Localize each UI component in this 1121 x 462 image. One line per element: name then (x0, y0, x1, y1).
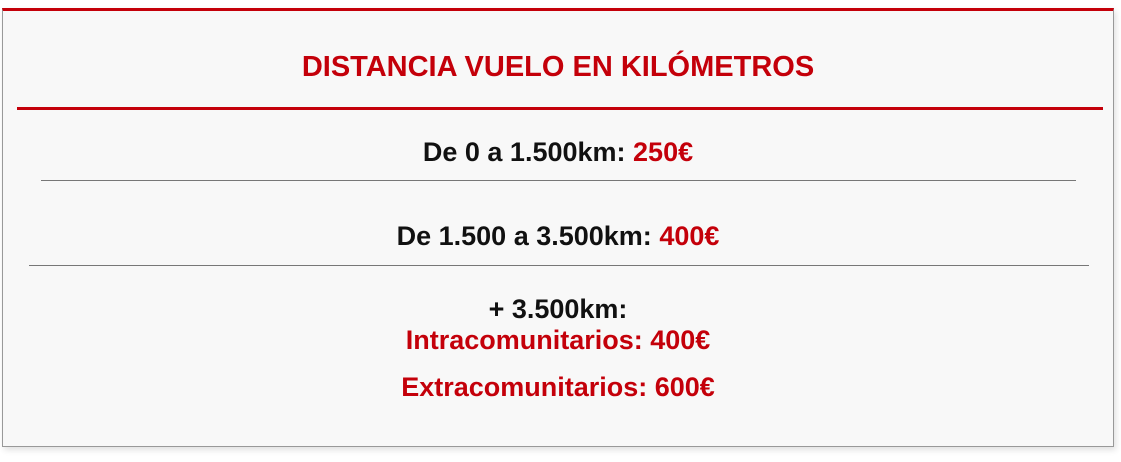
title-divider (17, 107, 1103, 110)
distance-label: De 0 a 1.500km: (422, 137, 626, 167)
long-haul-intra: Intracomunitarios: 400€ (405, 325, 711, 355)
row-divider (29, 265, 1089, 266)
distance-price: 250€ (633, 137, 694, 167)
table-title: DISTANCIA VUELO EN KILÓMETROS (301, 51, 815, 83)
distance-label: De 1.500 a 3.500km: (396, 221, 652, 251)
distance-row-medium: De 1.500 a 3.500km: 400€ (3, 221, 1113, 252)
row-divider (41, 180, 1076, 181)
compensation-table: DISTANCIA VUELO EN KILÓMETROS De 0 a 1.5… (2, 8, 1114, 447)
long-haul-label: + 3.500km: (488, 294, 628, 324)
distance-price: 400€ (659, 221, 720, 251)
long-haul-extra: Extracomunitarios: 600€ (401, 372, 715, 402)
distance-row-short: De 0 a 1.500km: 250€ (3, 137, 1113, 168)
